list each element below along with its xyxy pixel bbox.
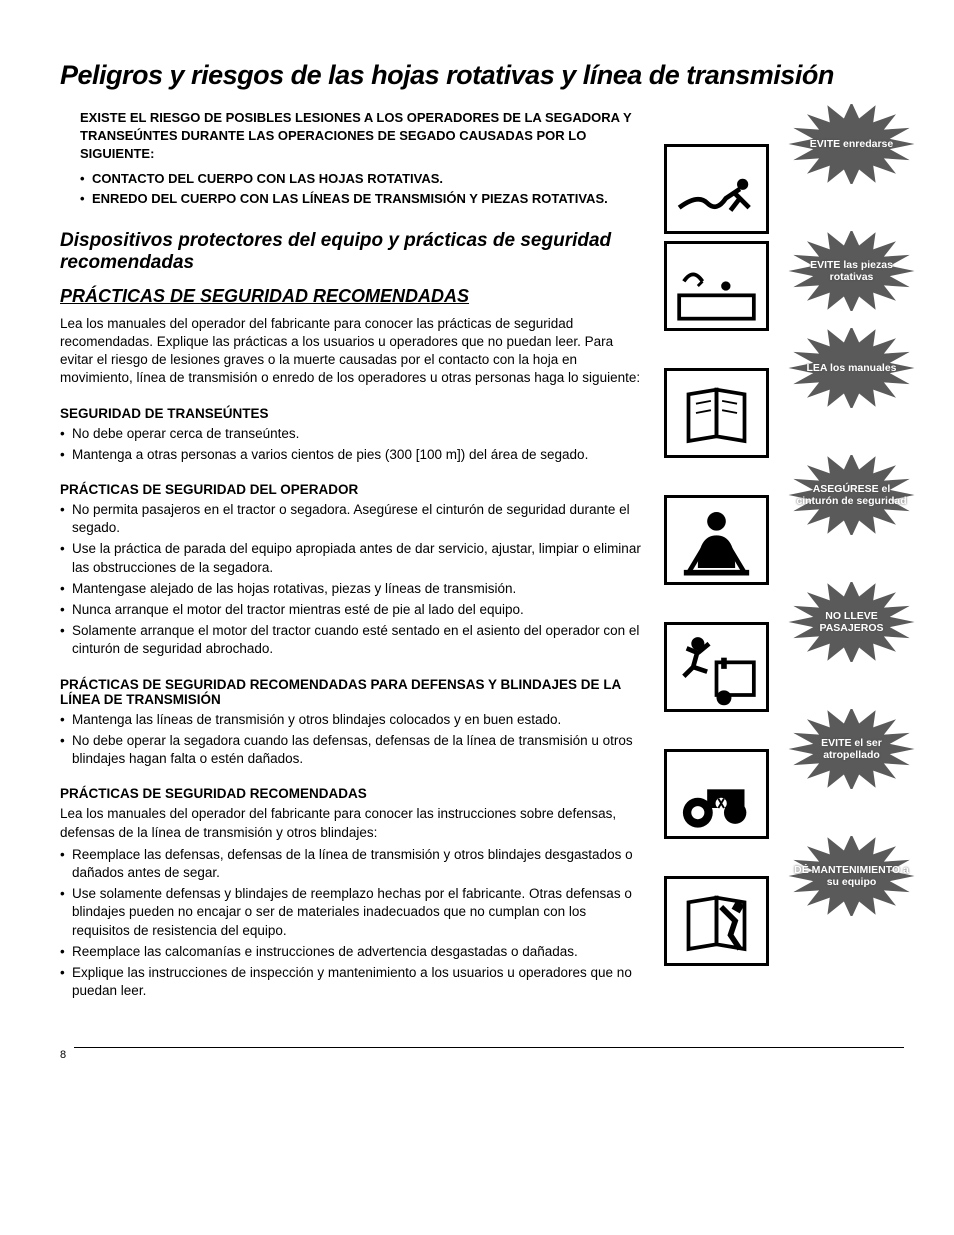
starburst-icon: EVITE enredarse xyxy=(774,104,929,184)
section-intro: Lea los manuales del operador del fabric… xyxy=(60,805,644,841)
pictogram-icon xyxy=(664,241,769,331)
intro-text: EXISTE EL RIESGO DE POSIBLES LESIONES A … xyxy=(60,109,644,164)
footer-rule xyxy=(74,1047,904,1048)
page-title: Peligros y riesgos de las hojas rotativa… xyxy=(60,60,904,91)
list-item: Nunca arranque el motor del tractor mien… xyxy=(60,601,644,619)
burst-label: NO LLEVE PASAJEROS xyxy=(774,610,929,634)
list-item: No debe operar cerca de transeúntes. xyxy=(60,425,644,443)
body-para: Lea los manuales del operador del fabric… xyxy=(60,315,644,388)
warning-block: EVITE enredarse xyxy=(664,109,904,234)
warning-block: DÉ MANTENIMIENTO a su equipo xyxy=(664,841,904,966)
starburst-icon: EVITE el ser atropellado xyxy=(774,709,929,789)
starburst-icon: DÉ MANTENIMIENTO a su equipo xyxy=(774,836,929,916)
list-item: Explique las instrucciones de inspección… xyxy=(60,964,644,1000)
section-heading: PRÁCTICAS DE SEGURIDAD RECOMENDADAS xyxy=(60,786,644,801)
list-item: Mantenga a otras personas a varios cient… xyxy=(60,446,644,464)
list-item: Use solamente defensas y blindajes de re… xyxy=(60,885,644,940)
list-item: No permita pasajeros en el tractor o seg… xyxy=(60,501,644,537)
burst-label: LEA los manuales xyxy=(786,362,916,374)
risk-list: •CONTACTO DEL CUERPO CON LAS HOJAS ROTAT… xyxy=(60,170,644,208)
section-heading: SEGURIDAD DE TRANSEÚNTES xyxy=(60,406,644,421)
subhead: Dispositivos protectores del equipo y pr… xyxy=(60,230,644,274)
pictogram-icon xyxy=(664,368,769,458)
burst-label: EVITE el ser atropellado xyxy=(774,737,929,761)
text-column: EXISTE EL RIESGO DE POSIBLES LESIONES A … xyxy=(60,109,644,1019)
content-row: EXISTE EL RIESGO DE POSIBLES LESIONES A … xyxy=(60,109,904,1019)
pictogram-icon xyxy=(664,144,769,234)
list-item: Solamente arranque el motor del tractor … xyxy=(60,622,644,658)
warning-block: ASEGÚRESE el cinturón de seguridad xyxy=(664,460,904,585)
burst-label: EVITE las piezas rotativas xyxy=(774,259,929,283)
warning-block: EVITE las piezas rotativas xyxy=(664,236,904,331)
burst-label: EVITE enredarse xyxy=(790,138,913,150)
pictogram-icon xyxy=(664,622,769,712)
bullet-list: No debe operar cerca de transeúntes. Mant… xyxy=(60,425,644,464)
pictogram-icon xyxy=(664,495,769,585)
list-item: Use la práctica de parada del equipo apr… xyxy=(60,540,644,576)
page-number: 8 xyxy=(60,1049,66,1061)
bullet-list: Reemplace las defensas, defensas de la l… xyxy=(60,846,644,1001)
risk-item: •CONTACTO DEL CUERPO CON LAS HOJAS ROTAT… xyxy=(80,170,644,188)
list-item: Mantengase alejado de las hojas rotativa… xyxy=(60,580,644,598)
list-item: Mantenga las líneas de transmisión y otr… xyxy=(60,711,644,729)
risk-item: •ENREDO DEL CUERPO CON LAS LÍNEAS DE TRA… xyxy=(80,190,644,208)
starburst-icon: NO LLEVE PASAJEROS xyxy=(774,582,929,662)
warning-block: LEA los manuales xyxy=(664,333,904,458)
burst-label: ASEGÚRESE el cinturón de seguridad xyxy=(774,483,929,507)
pictogram-icon xyxy=(664,749,769,839)
section-heading: PRÁCTICAS DE SEGURIDAD DEL OPERADOR xyxy=(60,482,644,497)
starburst-icon: LEA los manuales xyxy=(774,328,929,408)
icon-column: EVITE enredarseEVITE las piezas rotativa… xyxy=(664,109,904,1019)
starburst-icon: EVITE las piezas rotativas xyxy=(774,231,929,311)
list-item: No debe operar la segadora cuando las de… xyxy=(60,732,644,768)
burst-label: DÉ MANTENIMIENTO a su equipo xyxy=(774,864,929,888)
bullet-list: No permita pasajeros en el tractor o seg… xyxy=(60,501,644,659)
starburst-icon: ASEGÚRESE el cinturón de seguridad xyxy=(774,455,929,535)
pictogram-icon xyxy=(664,876,769,966)
list-item: Reemplace las calcomanías e instruccione… xyxy=(60,943,644,961)
warning-block: EVITE el ser atropellado xyxy=(664,714,904,839)
warning-block: NO LLEVE PASAJEROS xyxy=(664,587,904,712)
section-head: PRÁCTICAS DE SEGURIDAD RECOMENDADAS xyxy=(60,286,644,307)
list-item: Reemplace las defensas, defensas de la l… xyxy=(60,846,644,882)
bullet-list: Mantenga las líneas de transmisión y otr… xyxy=(60,711,644,769)
section-heading: PRÁCTICAS DE SEGURIDAD RECOMENDADAS PARA… xyxy=(60,677,644,707)
